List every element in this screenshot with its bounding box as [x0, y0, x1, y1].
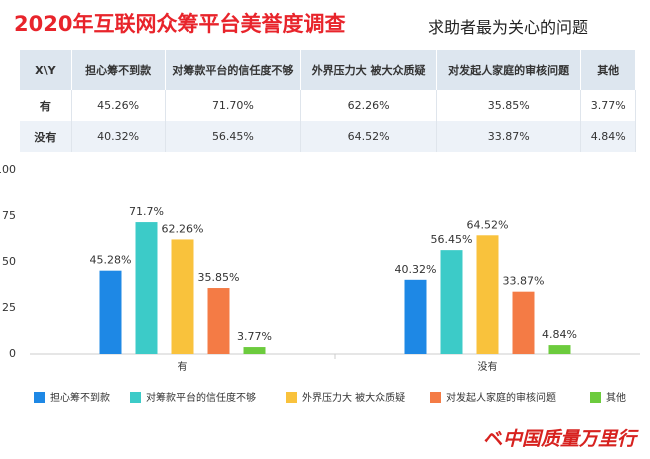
legend-label: 对筹款平台的信任度不够 — [146, 391, 256, 404]
row-header: 有 — [20, 90, 72, 121]
title: 2020年互联网众筹平台美誉度调查 — [14, 12, 346, 36]
table-row: 有 45.26% 71.70% 62.26% 35.85% 3.77% — [20, 90, 636, 121]
data-label: 3.77% — [237, 330, 272, 343]
table-cell: 71.70% — [165, 90, 302, 121]
legend-label: 其他 — [606, 391, 626, 404]
data-label: 64.52% — [467, 218, 509, 231]
data-label: 33.87% — [503, 275, 545, 288]
x-tick-label: 没有 — [478, 360, 498, 373]
bar — [440, 250, 463, 354]
bar — [171, 239, 194, 354]
table-cell: 62.26% — [300, 90, 437, 121]
legend-swatch — [130, 392, 141, 403]
table-cell: 56.45% — [165, 121, 302, 152]
table-cell: 4.84% — [580, 121, 636, 152]
column-header: 担心筹不到款 — [71, 50, 166, 90]
logo: ベ中国质量万里行 — [483, 428, 636, 450]
data-label: 56.45% — [431, 233, 473, 246]
legend-swatch — [34, 392, 45, 403]
data-label: 35.85% — [198, 271, 240, 284]
bar — [404, 279, 427, 354]
legend-label: 对发起人家庭的审核问题 — [446, 391, 556, 404]
bar — [135, 222, 158, 354]
column-header: 外界压力大 被大众质疑 — [300, 50, 437, 90]
legend-swatch — [286, 392, 297, 403]
subtitle: 求助者最为关心的问题 — [428, 18, 589, 37]
y-tick-label: 25 — [2, 301, 16, 314]
x-tick-label: 有 — [178, 360, 188, 373]
data-table: X\Y 担心筹不到款 对筹款平台的信任度不够 外界压力大 被大众质疑 对发起人家庭的审核… — [20, 50, 636, 152]
column-header: 其他 — [580, 50, 636, 90]
y-tick-label: 100 — [0, 163, 16, 176]
data-label: 71.7% — [129, 205, 164, 218]
y-tick-label: 75 — [2, 209, 16, 222]
y-tick-label: 0 — [9, 347, 16, 360]
data-label: 40.32% — [395, 263, 437, 276]
bar — [548, 345, 571, 354]
legend-label: 外界压力大 被大众质疑 — [302, 391, 405, 404]
table-cell: 64.52% — [300, 121, 437, 152]
legend-swatch — [590, 392, 601, 403]
column-header: 对筹款平台的信任度不够 — [165, 50, 302, 90]
bar — [476, 235, 499, 354]
table-cell: 3.77% — [580, 90, 636, 121]
table-row: 没有 40.32% 56.45% 64.52% 33.87% 4.84% — [20, 121, 636, 152]
y-tick-label: 50 — [2, 255, 16, 268]
table-cell: 40.32% — [71, 121, 166, 152]
bar — [512, 291, 535, 354]
legend-swatch — [430, 392, 441, 403]
column-header: 对发起人家庭的审核问题 — [436, 50, 582, 90]
legend-label: 担心筹不到款 — [50, 391, 110, 404]
table-cell: 35.85% — [436, 90, 582, 121]
row-header: 没有 — [20, 121, 72, 152]
table-cell: 33.87% — [436, 121, 582, 152]
column-header: X\Y — [20, 50, 72, 90]
bar — [207, 288, 230, 354]
bar — [243, 347, 266, 354]
data-label: 62.26% — [162, 222, 204, 235]
data-label: 4.84% — [542, 328, 577, 341]
table-cell: 45.26% — [71, 90, 166, 121]
bar — [99, 270, 122, 354]
logo-text: 中国质量万里行 — [502, 428, 636, 450]
chart: 0 25 50 75 100 有 45.28% 71.7% 62.26% 35.85% 3.77% 没… — [0, 163, 640, 404]
data-label: 45.28% — [90, 254, 132, 267]
